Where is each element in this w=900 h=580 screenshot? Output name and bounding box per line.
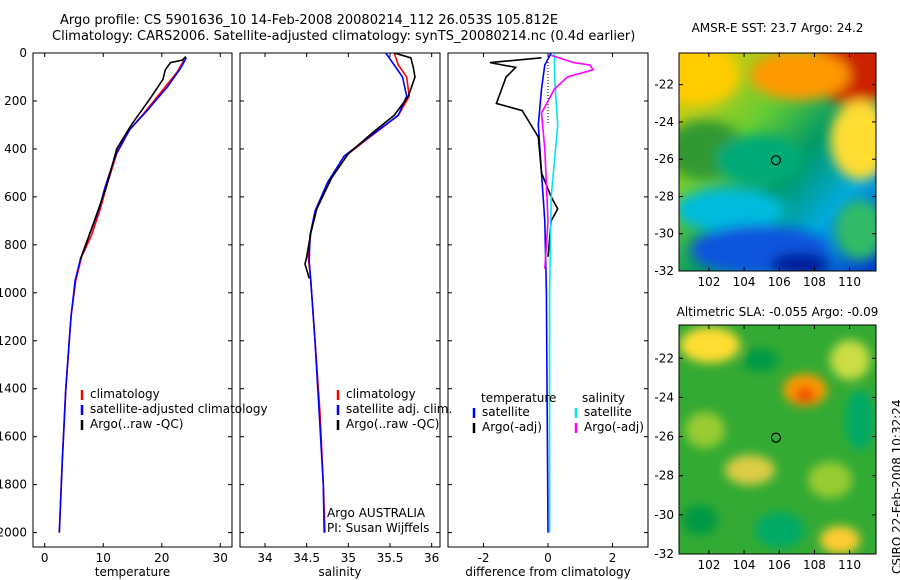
legend-label: satellite adj. clim. (346, 402, 452, 416)
x-tick-label: 34.5 (293, 551, 320, 565)
x-tick-label: 106 (768, 558, 791, 572)
y-tick-label: -28 (654, 469, 674, 483)
x-tick-label: 36 (424, 551, 439, 565)
map-frame (678, 324, 877, 555)
sst-field (679, 53, 876, 271)
x-tick-label: 34 (257, 551, 272, 565)
x-tick-label: 10 (96, 551, 111, 565)
series-line (58, 59, 185, 533)
y-tick-label: -28 (654, 189, 674, 203)
legend-label: Argo(..raw -QC) (346, 417, 439, 431)
x-axis-label: salinity (318, 565, 361, 579)
y-tick-label: -26 (654, 430, 674, 444)
y-tick-label: 800 (4, 238, 27, 252)
x-tick-label: 0 (41, 551, 49, 565)
y-tick-label: 200 (4, 94, 27, 108)
plot-frame (32, 52, 233, 548)
y-tick-label: 1400 (0, 382, 27, 396)
salinity-profile: 34 34.5 35 35.5 36 salinity (239, 52, 441, 579)
map-title: Altimetric SLA: -0.055 Argo: -0.09 (677, 305, 879, 319)
y-tick-label: 1600 (0, 430, 27, 444)
y-tick-label: -22 (654, 78, 674, 92)
sla-field (679, 325, 876, 554)
y-tick-label: -32 (654, 547, 674, 561)
y-tick-label: -24 (654, 390, 674, 404)
series-line (548, 53, 559, 533)
altimetric-sla-map: Altimetric SLA: -0.055 Argo: -0.09 -22 -24… (654, 305, 878, 572)
x-tick-label: 104 (733, 275, 756, 289)
plot-frame (239, 52, 441, 548)
series-line (58, 57, 188, 533)
x-tick-label: 106 (768, 275, 791, 289)
series-line (79, 56, 187, 260)
title-line-1: Argo profile: CS 5901636_10 14-Feb-2008 … (60, 13, 559, 28)
x-tick-label: 35.5 (377, 551, 404, 565)
annotation-pi: PI: Susan Wijffels (327, 521, 429, 535)
x-tick-label: 102 (697, 275, 720, 289)
y-tick-label: 400 (4, 142, 27, 156)
map-title: AMSR-E SST: 23.7 Argo: 24.2 (692, 21, 864, 35)
y-tick-label: -24 (654, 115, 674, 129)
x-tick-label: 2 (609, 551, 617, 565)
y-tick-label: 1800 (0, 478, 27, 492)
legend-label: satellite-adjusted climatology (90, 402, 268, 416)
x-axis-label: temperature (95, 565, 170, 579)
x-tick-label: 0 (544, 551, 552, 565)
series-line (489, 57, 559, 257)
y-tick-label: -32 (654, 264, 674, 278)
series-line (304, 52, 416, 279)
y-tick-label: -30 (654, 508, 674, 522)
legend-label: Argo(-adj) (482, 420, 542, 434)
series-line (307, 52, 411, 533)
x-axis-label: difference from climatology (465, 565, 631, 579)
legend-title: salinity (582, 391, 625, 405)
x-tick-label: 110 (838, 275, 861, 289)
title-line-2: Climatology: CARS2006. Satellite-adjuste… (52, 29, 636, 44)
y-tick-label: -26 (654, 152, 674, 166)
legend: temperature salinitysatelliteArgo(-adj)sa… (472, 391, 644, 434)
y-tick-label: 600 (4, 190, 27, 204)
y-tick-label: -22 (654, 351, 674, 365)
legend-label: Argo(-adj) (584, 420, 644, 434)
x-tick-label: 108 (803, 275, 826, 289)
series-line (540, 54, 595, 269)
y-tick-label: -30 (654, 227, 674, 241)
legend-label: Argo(..raw -QC) (90, 417, 183, 431)
legend-label: climatology (90, 387, 160, 401)
x-tick-label: 108 (803, 558, 826, 572)
y-tick-label: 0 (19, 46, 27, 60)
legend-label: satellite (584, 405, 632, 419)
temperature-profile: 0 200 400 600 800 1000 1200 1400 1600 1800 2000 0 10… (0, 46, 233, 579)
x-tick-label: -2 (477, 551, 489, 565)
x-tick-label: 35 (341, 551, 356, 565)
legend-title: temperature (481, 391, 556, 405)
x-tick-label: 110 (838, 558, 861, 572)
map-frame (678, 52, 877, 272)
x-tick-label: 102 (697, 558, 720, 572)
x-tick-label: 104 (733, 558, 756, 572)
legend-label: climatology (346, 387, 416, 401)
argo-float-marker (770, 155, 782, 166)
y-tick-label: 2000 (0, 526, 27, 540)
x-tick-label: 30 (213, 551, 228, 565)
legend-label: satellite (482, 405, 530, 419)
x-tick-label: 20 (154, 551, 169, 565)
argo-float-marker (770, 432, 782, 443)
annotation-agency: Argo AUSTRALIA (327, 506, 426, 520)
y-tick-label: 1000 (0, 286, 27, 300)
series-line (308, 52, 408, 533)
amsr-e-sst-map: AMSR-E SST: 23.7 Argo: 24.2 -22 -24 -26 -28 -… (654, 21, 877, 289)
y-tick-label: 1200 (0, 334, 27, 348)
